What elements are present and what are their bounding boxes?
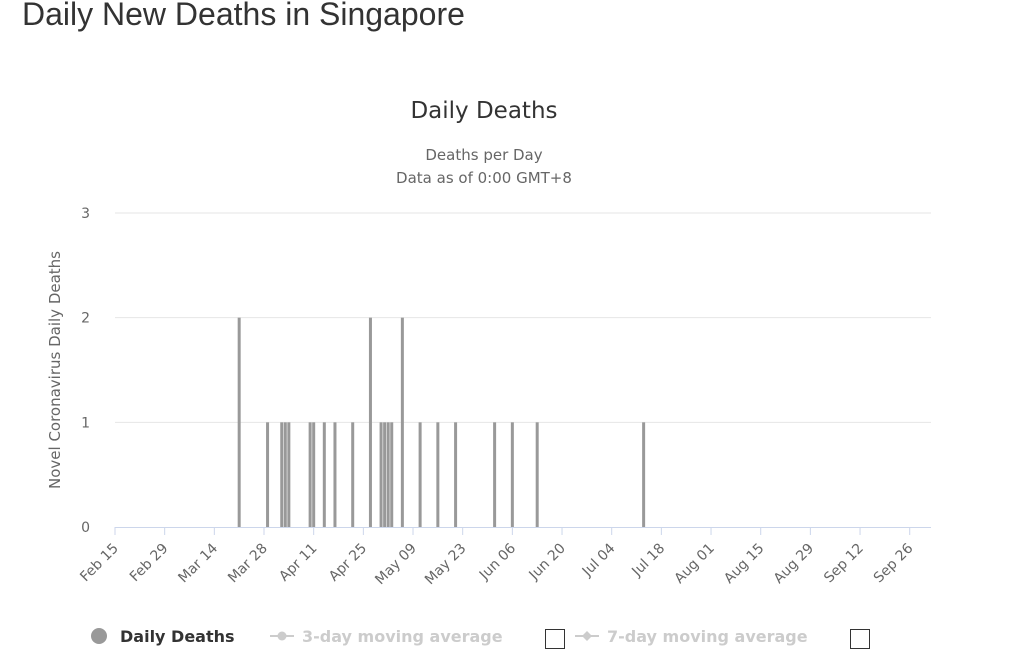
x-tick-label: Sep 12: [821, 541, 867, 587]
bar-daily-deaths[interactable]: [333, 422, 337, 527]
bar-daily-deaths[interactable]: [283, 422, 287, 527]
x-tick-label: Jul 18: [628, 541, 668, 581]
legend-marker-diamond: [582, 631, 592, 641]
bar-daily-deaths[interactable]: [383, 422, 387, 527]
bar-daily-deaths[interactable]: [535, 422, 539, 527]
legend-item-2[interactable]: 3-day moving average: [270, 627, 503, 646]
chart-title: Daily Deaths: [410, 98, 557, 124]
legend-label: Daily Deaths: [120, 627, 235, 646]
bar-daily-deaths[interactable]: [390, 422, 394, 527]
x-tick-label: Mar 28: [225, 541, 271, 587]
bar-daily-deaths[interactable]: [237, 317, 241, 527]
bar-daily-deaths[interactable]: [351, 422, 355, 527]
bar-daily-deaths[interactable]: [418, 422, 422, 527]
x-tick-label: Aug 29: [771, 541, 817, 587]
y-tick-label: 0: [81, 520, 90, 536]
legend-label: 3-day moving average: [302, 627, 503, 646]
legend-checkbox[interactable]: [545, 629, 565, 649]
bar-daily-deaths[interactable]: [287, 422, 291, 527]
bar-daily-deaths[interactable]: [386, 422, 390, 527]
bar-daily-deaths[interactable]: [454, 422, 458, 527]
legend-marker-circle: [277, 631, 287, 641]
legend-label: 7-day moving average: [607, 627, 808, 646]
x-tick-label: Feb 15: [77, 541, 122, 586]
y-axis-label: Novel Coronavirus Daily Deaths: [46, 251, 64, 489]
bar-daily-deaths[interactable]: [510, 422, 514, 527]
bar-daily-deaths[interactable]: [266, 422, 270, 527]
legend-marker-circle: [91, 628, 107, 644]
x-tick-label: Sep 26: [871, 540, 917, 586]
grid-lines: [115, 212, 931, 423]
page-title: Daily New Deaths in Singapore: [22, 0, 465, 32]
legend-checkbox[interactable]: [850, 629, 870, 649]
bar-daily-deaths[interactable]: [379, 422, 383, 527]
bars-daily-deaths: [237, 317, 646, 527]
chart-subtitle-line-2: Data as of 0:00 GMT+8: [396, 169, 572, 187]
x-tick-label: Apr 11: [276, 541, 320, 585]
bar-daily-deaths[interactable]: [368, 317, 372, 527]
x-tick-label: Apr 25: [326, 541, 370, 585]
legend-item-1[interactable]: Daily Deaths: [91, 627, 235, 646]
y-tick-label: 3: [81, 206, 90, 222]
x-tick-label: May 23: [422, 541, 470, 589]
bar-daily-deaths[interactable]: [280, 422, 284, 527]
bar-daily-deaths[interactable]: [493, 422, 497, 527]
x-tick-label: Jun 20: [526, 541, 569, 584]
bar-daily-deaths[interactable]: [400, 317, 404, 527]
legend: Daily Deaths 3-day moving average 7-day mo…: [91, 627, 870, 649]
x-tick-label: Feb 29: [127, 541, 172, 586]
x-tick-label: Jun 06: [476, 540, 519, 583]
x-axis-ticks: Feb 15 Feb 29 Mar 14 Mar 28 Apr 11 Apr 25 May …: [77, 527, 917, 589]
legend-item-3[interactable]: 7-day moving average: [575, 627, 808, 646]
bar-daily-deaths[interactable]: [642, 422, 646, 527]
y-tick-label: 2: [81, 311, 90, 327]
x-tick-label: May 09: [372, 541, 420, 589]
x-tick-label: Aug 15: [721, 541, 767, 587]
chart-subtitle-line-1: Deaths per Day: [425, 146, 542, 164]
y-tick-label: 1: [81, 415, 90, 431]
bar-daily-deaths[interactable]: [312, 422, 316, 527]
bar-daily-deaths[interactable]: [436, 422, 440, 527]
bar-daily-deaths[interactable]: [322, 422, 326, 527]
bar-daily-deaths[interactable]: [308, 422, 312, 527]
x-tick-label: Jul 04: [579, 540, 619, 580]
x-tick-label: Aug 01: [671, 541, 717, 587]
y-axis-ticks: 0 1 2 3: [81, 206, 90, 536]
x-tick-label: Mar 14: [175, 540, 221, 586]
